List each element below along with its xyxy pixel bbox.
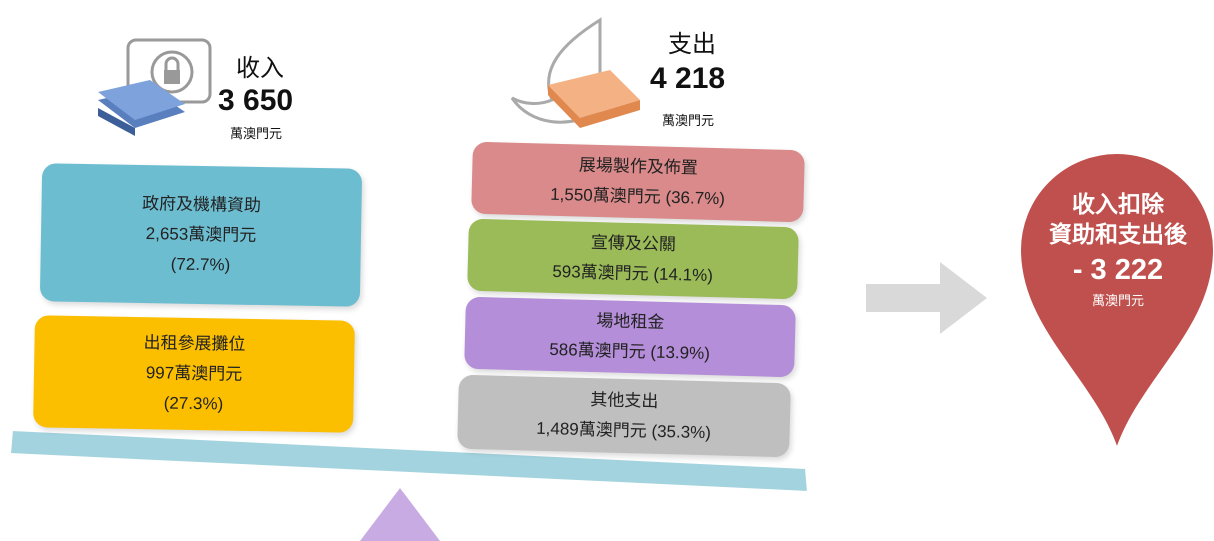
income-label: 收入 bbox=[236, 48, 284, 83]
item-share: (27.3%) bbox=[163, 388, 223, 419]
item-detail: 1,489萬澳門元 (35.3%) bbox=[536, 414, 712, 448]
result-line1: 收入扣除 bbox=[1020, 190, 1214, 220]
result-unit: 萬澳門元 bbox=[1020, 290, 1214, 309]
expense-item: 其他支出 1,489萬澳門元 (35.3%) bbox=[457, 375, 791, 458]
result-text: 收入扣除 資助和支出後 - 3 222 萬澳門元 bbox=[1020, 190, 1214, 309]
item-name: 場地租金 bbox=[596, 306, 665, 338]
item-amount: 2,653萬澳門元 bbox=[145, 219, 256, 251]
item-detail: 1,550萬澳門元 (36.7%) bbox=[550, 180, 726, 214]
expense-label: 支出 bbox=[668, 24, 716, 59]
expense-amount: 4 218 bbox=[650, 62, 725, 96]
income-amount: 3 650 bbox=[218, 84, 293, 118]
expense-unit: 萬澳門元 bbox=[662, 110, 714, 129]
item-name: 其他支出 bbox=[590, 385, 659, 417]
item-detail: 586萬澳門元 (13.9%) bbox=[549, 335, 710, 369]
income-header: 收入 bbox=[236, 48, 284, 83]
item-name: 展場製作及佈置 bbox=[579, 151, 699, 184]
expense-icon bbox=[512, 20, 640, 128]
item-name: 政府及機構資助 bbox=[142, 189, 262, 221]
item-name: 宣傳及公關 bbox=[591, 228, 677, 260]
item-detail: 593萬澳門元 (14.1%) bbox=[552, 257, 713, 291]
income-item: 出租參展攤位 997萬澳門元 (27.3%) bbox=[33, 315, 355, 433]
income-icon bbox=[98, 40, 210, 136]
result-amount: - 3 222 bbox=[1020, 250, 1214, 291]
result-line2: 資助和支出後 bbox=[1020, 220, 1214, 250]
page: 收入 3 650 萬澳門元 支出 4 218 萬澳門元 政府及機構資助 2,65… bbox=[0, 0, 1214, 541]
income-unit: 萬澳門元 bbox=[230, 123, 282, 142]
item-share: (72.7%) bbox=[170, 249, 230, 280]
income-item: 政府及機構資助 2,653萬澳門元 (72.7%) bbox=[40, 163, 362, 307]
expense-item: 展場製作及佈置 1,550萬澳門元 (36.7%) bbox=[471, 142, 805, 223]
arrow bbox=[866, 262, 987, 334]
expense-item: 宣傳及公關 593萬澳門元 (14.1%) bbox=[467, 219, 799, 300]
expense-item: 場地租金 586萬澳門元 (13.9%) bbox=[464, 297, 796, 378]
item-amount: 997萬澳門元 bbox=[146, 358, 243, 389]
fulcrum bbox=[360, 488, 440, 541]
item-name: 出租參展攤位 bbox=[143, 328, 246, 360]
